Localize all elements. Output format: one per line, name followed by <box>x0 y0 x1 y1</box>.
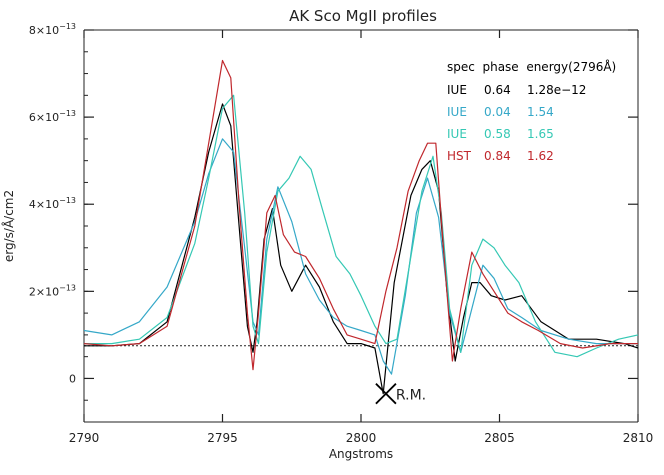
legend-energy: 1.62 <box>527 149 554 163</box>
series-line-1 <box>83 138 638 375</box>
legend-phase: 0.58 <box>484 127 511 141</box>
legend-row-3: HST 0.84 1.62 <box>447 149 554 163</box>
annotation-group: R.M. <box>375 383 426 405</box>
legend: spec phase energy(2796Å) IUE 0.64 1.28e−12… <box>447 59 616 163</box>
x-tick-label-2800: 2800 <box>346 431 377 445</box>
legend-rows: IUE 0.64 1.28e−12 IUE 0.04 1.54 IUE 0.58 1.65 HST… <box>447 83 586 163</box>
legend-phase: 0.04 <box>484 105 511 119</box>
legend-energy: 1.65 <box>527 127 554 141</box>
annotation-x-marker-b <box>375 383 397 405</box>
y-tick-label-3: 6×10−13 <box>29 109 76 124</box>
annotation-label: R.M. <box>396 388 426 404</box>
x-tick-label-2805: 2805 <box>484 431 515 445</box>
legend-header: spec phase energy(2796Å) <box>447 59 616 74</box>
series-line-0 <box>84 103 639 395</box>
y-tick-label-2: 4×10−13 <box>29 196 76 211</box>
legend-row-0: IUE 0.64 1.28e−12 <box>447 83 586 97</box>
series-line-3 <box>83 59 638 371</box>
legend-energy: 1.28e−12 <box>527 83 586 97</box>
y-tick-label-0: 0 <box>69 372 76 385</box>
legend-spec: IUE <box>447 127 467 141</box>
y-tick-label-4: 8×10−13 <box>29 22 76 37</box>
legend-spec: IUE <box>447 83 467 97</box>
legend-spec: HST <box>447 149 472 163</box>
y-axis-label: erg/s/Å/cm2 <box>1 190 16 262</box>
x-tick-label-2810: 2810 <box>623 431 654 445</box>
legend-spec: IUE <box>447 105 467 119</box>
legend-energy: 1.54 <box>527 105 554 119</box>
legend-phase: 0.64 <box>484 83 511 97</box>
y-tick-label-1: 2×10−13 <box>29 283 76 298</box>
chart-title: AK Sco MgII profiles <box>289 7 437 25</box>
x-axis-ticks: 2790 2795 2800 2805 2810 <box>69 30 654 445</box>
series-line-2 <box>84 94 639 358</box>
y-axis-ticks: 0 2×10−13 4×10−13 6×10−13 8×10−13 <box>29 22 638 423</box>
x-tick-label-2790: 2790 <box>69 431 100 445</box>
series-lines <box>83 59 639 395</box>
legend-row-2: IUE 0.58 1.65 <box>447 127 554 141</box>
legend-phase: 0.84 <box>484 149 511 163</box>
legend-row-1: IUE 0.04 1.54 <box>447 105 554 119</box>
x-axis-label: Angstroms <box>329 447 393 461</box>
x-tick-label-2795: 2795 <box>207 431 238 445</box>
